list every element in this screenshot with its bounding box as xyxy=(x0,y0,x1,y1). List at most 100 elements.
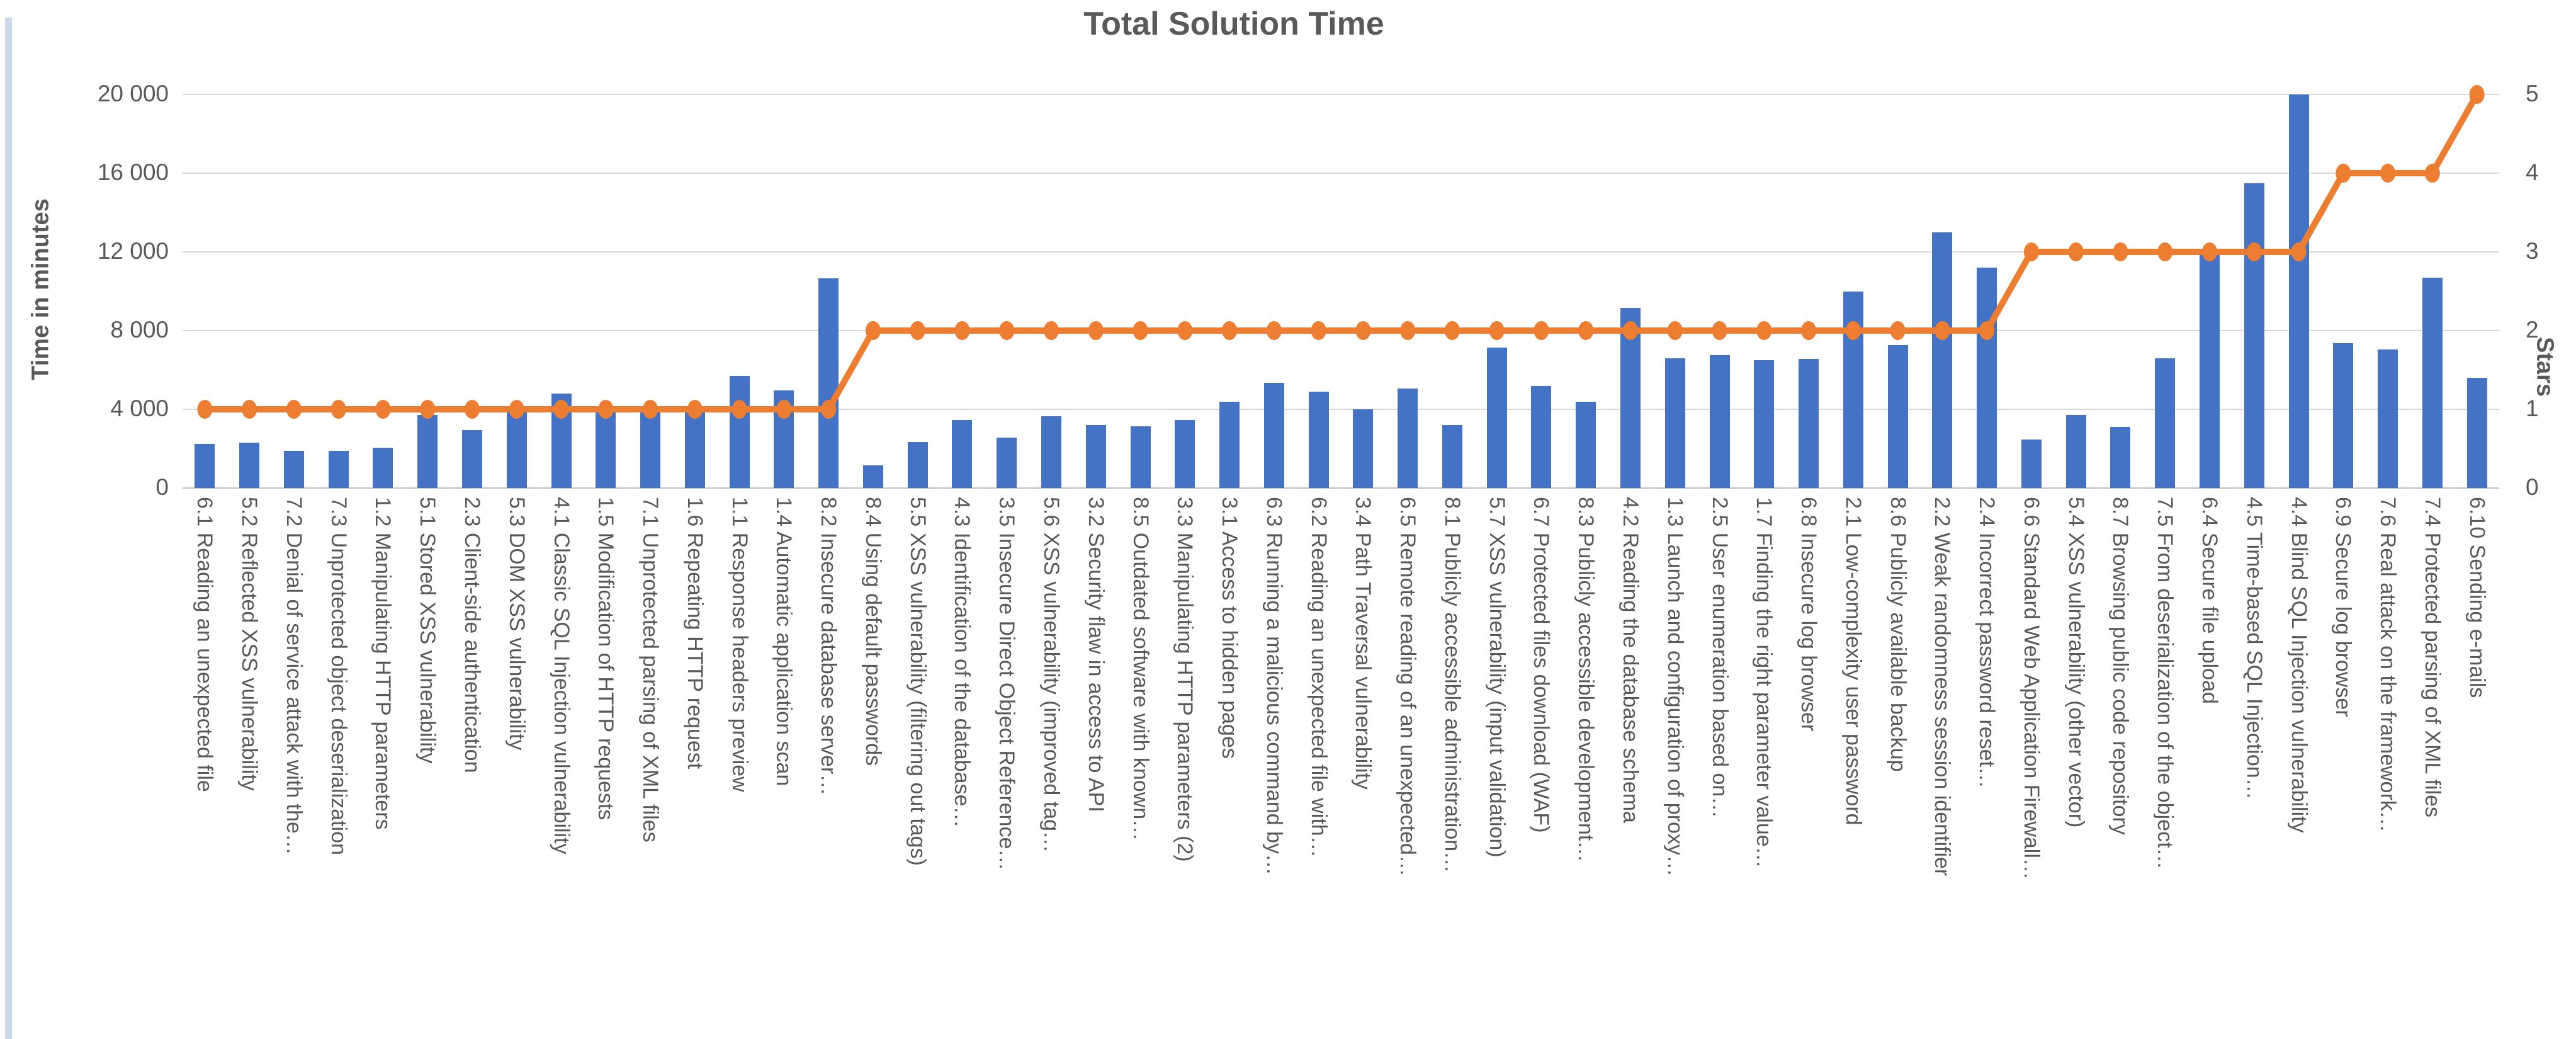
bar xyxy=(1576,401,1596,488)
y-axis-title-left: Time in minutes xyxy=(27,198,54,380)
line-point xyxy=(2424,164,2440,183)
x-axis-label: 8.5 Outdated software with known… xyxy=(1128,497,1153,841)
bar xyxy=(2288,94,2309,488)
x-axis-label: 6.4 Secure file upload xyxy=(2198,497,2222,704)
x-axis-label: 7.5 From deserialization of the object… xyxy=(2153,497,2178,870)
line-point xyxy=(598,400,614,419)
line-point xyxy=(1578,321,1594,340)
line-point xyxy=(1133,321,1148,340)
gridline xyxy=(183,251,2499,253)
line-point xyxy=(1311,321,1326,340)
bar xyxy=(818,278,839,488)
x-axis-label: 3.5 Insecure Direct Object Reference… xyxy=(995,497,1019,871)
line-point xyxy=(1266,321,1282,340)
bar xyxy=(997,438,1017,488)
bar xyxy=(1308,391,1329,488)
bar xyxy=(1175,420,1195,488)
line-point xyxy=(1044,321,1059,340)
x-axis-label: 5.4 XSS vulnerability (other vector) xyxy=(2064,497,2088,828)
y-axis-right-tick: 2 xyxy=(2526,317,2539,343)
y-axis-title-right: Stars xyxy=(2531,336,2558,397)
bar xyxy=(239,443,260,488)
x-axis-line xyxy=(183,487,2499,489)
chart-title: Total Solution Time xyxy=(1083,6,1384,42)
line-point xyxy=(1801,321,1817,340)
line-point xyxy=(1489,321,1505,340)
bar xyxy=(195,443,215,488)
x-axis-label: 6.8 Insecure log browser xyxy=(1797,497,1821,732)
bar xyxy=(2466,378,2487,488)
x-axis-label: 2.2 Weak randomness session identifier xyxy=(1930,497,1955,877)
bar xyxy=(684,410,705,488)
bar xyxy=(1887,345,1908,488)
bar xyxy=(952,420,973,488)
x-axis-label: 7.2 Denial of service attack with the… xyxy=(281,497,306,855)
x-axis-label: 3.4 Path Traversal vulnerability xyxy=(1351,497,1376,790)
line-point xyxy=(2157,242,2173,261)
bar xyxy=(729,375,750,488)
bar xyxy=(373,447,393,488)
x-axis-label: 6.10 Sending e-mails xyxy=(2465,497,2489,698)
gridline xyxy=(183,173,2499,174)
x-axis-label: 8.4 Using default passwords xyxy=(861,497,885,766)
line-point xyxy=(2469,85,2485,104)
bar xyxy=(1664,358,1685,488)
bar xyxy=(907,441,928,488)
bar xyxy=(2378,349,2398,488)
line-point xyxy=(2246,242,2262,261)
bar xyxy=(1486,347,1507,488)
line-point xyxy=(910,321,925,340)
line-point xyxy=(420,400,436,419)
x-axis-label: 8.7 Browsing public code repository xyxy=(2108,497,2133,835)
y-axis-right-tick: 5 xyxy=(2526,81,2539,106)
x-axis-label: 1.1 Response headers preview xyxy=(727,497,752,792)
line-point xyxy=(2113,242,2128,261)
x-axis-label: 6.1 Reading an unexpected file xyxy=(193,497,217,792)
bar xyxy=(2155,358,2176,488)
x-axis-label: 2.3 Client-side authentication xyxy=(460,497,484,773)
x-axis-label: 1.2 Manipulating HTTP parameters xyxy=(371,497,395,830)
bar xyxy=(862,465,883,488)
line-point xyxy=(197,400,213,419)
y-axis-left-tick: 16 000 xyxy=(97,159,169,185)
x-axis-label: 7.4 Protected parsing of XML files xyxy=(2420,497,2444,818)
x-axis-label: 2.4 Incorrect password reset… xyxy=(1975,497,1999,788)
line-point xyxy=(2023,242,2039,261)
x-axis-label: 1.7 Finding the right parameter value… xyxy=(1752,497,1777,868)
x-axis-label: 5.6 XSS vulnerability (improved tag… xyxy=(1039,497,1063,853)
line-point xyxy=(465,400,480,419)
line-point xyxy=(687,400,703,419)
line-point xyxy=(1890,321,1906,340)
bar xyxy=(596,410,616,488)
stars-line xyxy=(205,93,2480,412)
line-point xyxy=(1845,321,1861,340)
x-axis-label: 8.1 Publicly accessible administration… xyxy=(1440,497,1464,873)
bar xyxy=(1398,389,1418,488)
bar xyxy=(1085,425,1106,488)
line-point xyxy=(1534,321,1549,340)
bar xyxy=(506,407,527,488)
line-point xyxy=(2068,242,2084,261)
bar xyxy=(462,429,482,488)
line-point xyxy=(732,400,747,419)
bar xyxy=(1754,360,1775,488)
line-point xyxy=(1667,321,1683,340)
bar xyxy=(1932,232,1953,488)
line-point xyxy=(1712,321,1727,340)
x-axis-label: 5.3 DOM XSS vulnerability xyxy=(504,497,529,751)
line-point xyxy=(2202,242,2217,261)
y-axis-left-tick: 0 xyxy=(155,474,169,500)
plot-area xyxy=(183,85,2499,489)
x-axis-label: 4.2 Reading the database schema xyxy=(1618,497,1642,823)
y-axis-left-tick: 12 000 xyxy=(97,238,169,264)
gridline xyxy=(183,409,2499,410)
bar xyxy=(1263,382,1284,488)
x-axis-label: 7.1 Unprotected parsing of XML files xyxy=(638,497,663,843)
bar xyxy=(1977,268,1997,488)
y-axis-right-tick: 4 xyxy=(2526,159,2539,185)
x-axis-label: 4.4 Blind SQL Injection vulnerability xyxy=(2286,497,2311,833)
line-point xyxy=(1756,321,1772,340)
line-point xyxy=(821,400,837,419)
line-point xyxy=(375,400,391,419)
